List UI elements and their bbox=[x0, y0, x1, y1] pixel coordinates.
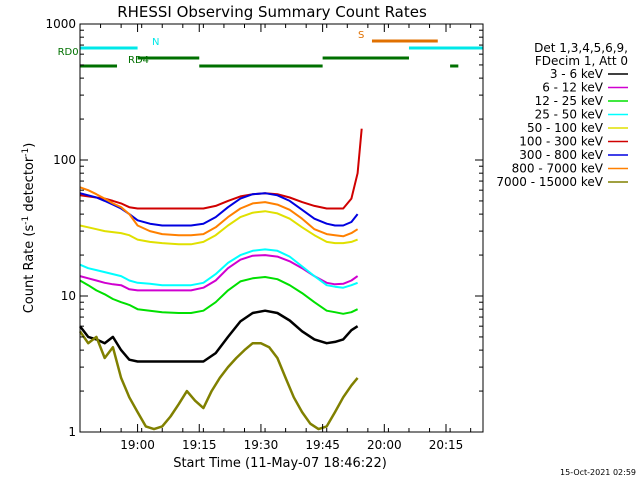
legend-label-2: 12 - 25 keV bbox=[535, 94, 604, 108]
series-line-8 bbox=[78, 330, 359, 431]
series-line-6 bbox=[79, 192, 359, 227]
legend-label-3: 25 - 50 keV bbox=[535, 108, 604, 122]
y-tick-label-3: 1000 bbox=[45, 17, 76, 31]
status-bars: N RD0 RD4 S bbox=[58, 30, 483, 68]
status-label-0: N bbox=[152, 37, 159, 48]
timestamp: 15-Oct-2021 02:59 bbox=[560, 468, 636, 477]
legend-label-6: 300 - 800 keV bbox=[519, 148, 603, 162]
x-tick-label-1: 19:15 bbox=[182, 438, 217, 452]
status-label-4: S bbox=[358, 30, 364, 41]
y-tick-label-1: 10 bbox=[61, 289, 76, 303]
x-axis-label: Start Time (11-May-07 18:46:22) bbox=[173, 456, 387, 471]
legend-label-5: 100 - 300 keV bbox=[519, 135, 603, 149]
series-line-0 bbox=[79, 309, 359, 363]
chart-title: RHESSI Observing Summary Count Rates bbox=[117, 3, 427, 21]
series-line-2 bbox=[79, 276, 359, 315]
legend-label-1: 6 - 12 keV bbox=[542, 81, 604, 95]
legend-title-line2: FDecim 1, Att 0 bbox=[535, 54, 628, 68]
x-tick-label-5: 20:15 bbox=[429, 438, 464, 452]
legend-label-0: 3 - 6 keV bbox=[550, 67, 604, 81]
y-tick-label-2: 100 bbox=[53, 153, 76, 167]
series-line-1 bbox=[79, 254, 359, 292]
legend-label-8: 7000 - 15000 keV bbox=[496, 175, 603, 189]
x-tick-label-2: 19:30 bbox=[244, 438, 279, 452]
legend-title-line1: Det 1,3,4,5,6,9, bbox=[534, 41, 628, 55]
plot-frame bbox=[79, 23, 484, 433]
series-line-5 bbox=[79, 128, 363, 210]
status-label-2: RD0 bbox=[58, 47, 79, 58]
legend-label-4: 50 - 100 keV bbox=[527, 121, 604, 135]
status-label-3: RD4 bbox=[128, 55, 149, 66]
x-tick-label-3: 19:45 bbox=[305, 438, 340, 452]
series-line-3 bbox=[79, 248, 358, 289]
series-line-7 bbox=[79, 186, 359, 238]
x-tick-label-0: 19:00 bbox=[120, 438, 155, 452]
series-layer bbox=[78, 128, 363, 431]
y-axis-label: Count Rate (s-1 detector-1) bbox=[21, 143, 37, 314]
y-tick-label-0: 1 bbox=[68, 425, 76, 439]
x-tick-label-4: 20:00 bbox=[367, 438, 402, 452]
legend-label-7: 800 - 7000 keV bbox=[512, 162, 604, 176]
series-line-4 bbox=[79, 210, 358, 246]
axes: 19:00 19:15 19:30 19:45 20:00 20:15 1 10 100 1000 bbox=[45, 17, 484, 452]
legend: Det 1,3,4,5,6,9, FDecim 1, Att 0 3 - 6 k… bbox=[496, 41, 628, 189]
